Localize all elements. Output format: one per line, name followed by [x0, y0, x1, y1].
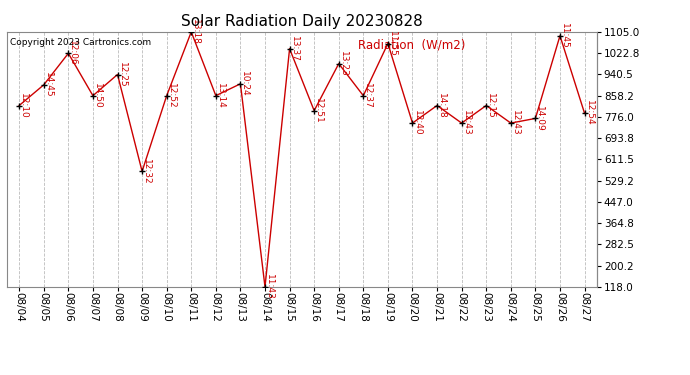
Text: 13:18: 13:18 [191, 19, 200, 45]
Text: 13:14: 13:14 [216, 83, 225, 109]
Text: 14:50: 14:50 [93, 83, 102, 109]
Text: 12:32: 12:32 [142, 159, 151, 184]
Text: 11:43: 11:43 [265, 274, 274, 300]
Text: 12:06: 12:06 [68, 40, 77, 66]
Text: 14:18: 14:18 [437, 93, 446, 118]
Text: 11:45: 11:45 [560, 23, 569, 49]
Text: 12:15: 12:15 [486, 93, 495, 118]
Text: 12:10: 12:10 [19, 93, 28, 118]
Text: 12:37: 12:37 [364, 83, 373, 109]
Text: Radiation  (W/m2): Radiation (W/m2) [358, 38, 465, 51]
Text: Copyright 2023 Cartronics.com: Copyright 2023 Cartronics.com [10, 38, 151, 47]
Text: 12:43: 12:43 [511, 110, 520, 136]
Text: 12:51: 12:51 [314, 98, 323, 123]
Text: 14:45: 14:45 [43, 72, 52, 98]
Text: 12:43: 12:43 [462, 110, 471, 136]
Text: 14:09: 14:09 [535, 105, 544, 131]
Text: 10:24: 10:24 [240, 71, 249, 97]
Text: 13:23: 13:23 [339, 51, 348, 76]
Text: 13:37: 13:37 [290, 36, 299, 62]
Text: 12:54: 12:54 [584, 100, 593, 126]
Text: 12:52: 12:52 [167, 83, 176, 108]
Text: 12:25: 12:25 [117, 62, 126, 87]
Title: Solar Radiation Daily 20230828: Solar Radiation Daily 20230828 [181, 14, 423, 29]
Text: 11:55: 11:55 [388, 31, 397, 57]
Text: 12:40: 12:40 [413, 110, 422, 136]
